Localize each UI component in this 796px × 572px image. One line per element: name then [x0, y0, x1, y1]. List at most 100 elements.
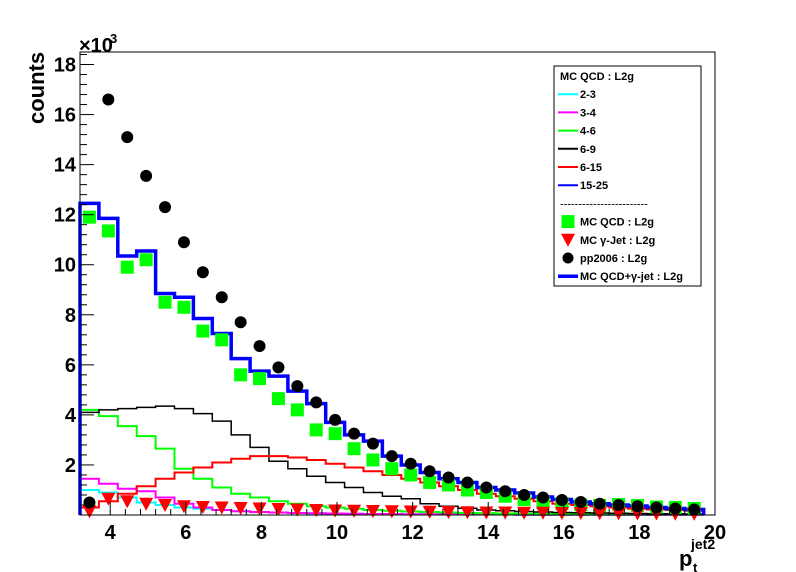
- data-point-triangle: [195, 500, 210, 514]
- data-point-triangle: [120, 495, 135, 509]
- y-tick-label: 12: [54, 205, 76, 227]
- x-tick-label: 14: [477, 522, 500, 544]
- data-point-triangle: [271, 502, 286, 516]
- data-point-triangle: [441, 505, 456, 519]
- data-point-triangle: [158, 498, 173, 512]
- y-tick-label: 16: [54, 105, 76, 127]
- data-point-square: [120, 260, 134, 274]
- y-tick-label: 8: [65, 305, 76, 327]
- data-point-circle: [234, 316, 247, 329]
- legend-label: pp2006 : L2g: [580, 253, 647, 265]
- data-point-square: [139, 253, 153, 267]
- data-point-square: [196, 324, 210, 338]
- data-point-circle: [177, 236, 190, 249]
- legend: MC QCD : L2g 2-3 3-4 4-6 6-9 6-15 15-25 -------…: [553, 65, 702, 287]
- legend-entries: MC QCD : L2g 2-3 3-4 4-6 6-9 6-15 15-25 -------…: [558, 71, 683, 283]
- data-point-triangle: [214, 501, 229, 515]
- data-point-triangle: [517, 506, 532, 520]
- data-point-circle: [593, 497, 606, 510]
- series-4-6-hist: [79, 408, 705, 516]
- data-point-circle: [140, 169, 153, 182]
- data-point-triangle: [139, 497, 154, 511]
- legend-entry-mc-qcd-jet-l2g: MC QCD+γ-jet : L2g: [558, 271, 683, 283]
- axis-layer: 4 6 8 10 12 14 16 18 20 2 4 6 8 10 12 14 16 18: [54, 54, 726, 544]
- data-point-circle: [669, 502, 682, 515]
- data-point-square: [366, 453, 380, 467]
- legend-label: 6-9: [580, 144, 596, 156]
- data-point-circle: [612, 498, 625, 511]
- legend-title: MC QCD : L2g: [560, 71, 634, 83]
- data-point-triangle: [498, 506, 513, 520]
- y-axis-label: counts: [24, 52, 49, 124]
- legend-label: MC QCD : L2g: [580, 217, 654, 229]
- legend-triangle-marker: [561, 233, 575, 247]
- data-point-square: [215, 333, 229, 347]
- data-point-circle: [385, 450, 398, 463]
- legend-label: 4-6: [580, 126, 596, 138]
- y-tick-label: 10: [54, 255, 76, 277]
- data-point-circle: [83, 496, 96, 509]
- x-axis-label: p: [679, 546, 692, 571]
- data-point-triangle: [328, 504, 343, 518]
- data-point-square: [271, 392, 285, 406]
- data-point-circle: [574, 495, 587, 508]
- data-point-circle: [537, 491, 550, 504]
- data-point-circle: [102, 93, 115, 106]
- legend-square-marker: [561, 215, 575, 229]
- x-tick-label: 20: [704, 522, 726, 544]
- data-point-circle: [499, 485, 512, 498]
- legend-entry-4-6: 4-6: [558, 126, 596, 138]
- data-point-triangle: [347, 504, 362, 518]
- legend-entry-mc-jet-l2g: MC γ-Jet : L2g: [561, 233, 655, 247]
- x-tick-label: 12: [401, 522, 423, 544]
- y-multiplier-exponent: 3: [110, 31, 117, 46]
- data-point-square: [404, 468, 418, 482]
- y-multiplier: ×10: [79, 35, 113, 57]
- legend-entry-15-25: 15-25: [558, 180, 608, 192]
- data-point-triangle: [252, 502, 267, 516]
- data-point-circle: [291, 380, 304, 393]
- data-point-triangle: [101, 492, 116, 506]
- legend-entry-pp2006-l2g: pp2006 : L2g: [562, 252, 647, 265]
- data-point-circle: [423, 465, 436, 478]
- data-point-circle: [650, 501, 663, 514]
- data-point-triangle: [176, 500, 191, 514]
- data-point-circle: [442, 471, 455, 484]
- data-point-triangle: [290, 503, 305, 517]
- data-point-square: [347, 442, 361, 456]
- data-point-circle: [480, 481, 493, 494]
- y-tick-label: 2: [65, 455, 76, 477]
- legend-separator: ------------------------: [560, 198, 648, 210]
- x-tick-label: 6: [180, 522, 191, 544]
- legend-label: 6-15: [580, 162, 602, 174]
- legend-label: 2-3: [580, 89, 596, 101]
- data-point-circle: [310, 396, 323, 409]
- legend-entry-mc-qcd-l2g: MC QCD : L2g: [561, 215, 654, 229]
- data-point-square: [385, 462, 399, 476]
- data-point-triangle: [365, 504, 380, 518]
- legend-entry-3-4: 3-4: [558, 107, 597, 119]
- data-point-square: [234, 368, 248, 382]
- y-tick-label: 6: [65, 355, 76, 377]
- data-point-circle: [329, 413, 342, 426]
- series-6-9-hist: [79, 405, 705, 515]
- data-point-circle: [272, 361, 285, 374]
- data-point-triangle: [384, 505, 399, 519]
- data-point-circle: [555, 493, 568, 506]
- legend-label: 15-25: [580, 180, 608, 192]
- data-point-triangle: [403, 505, 418, 519]
- data-point-circle: [631, 500, 644, 513]
- legend-box: [553, 65, 702, 287]
- data-point-triangle: [611, 507, 626, 521]
- data-point-triangle: [554, 506, 569, 520]
- data-point-circle: [215, 291, 228, 304]
- legend-circle-marker: [562, 252, 574, 264]
- data-point-triangle: [573, 506, 588, 520]
- legend-label: MC QCD+γ-jet : L2g: [580, 271, 683, 283]
- data-point-triangle: [82, 505, 97, 519]
- data-point-triangle: [460, 506, 475, 520]
- data-point-square: [328, 427, 342, 441]
- series-pp2006-l2g: [83, 93, 701, 516]
- data-point-circle: [121, 131, 134, 144]
- data-point-circle: [688, 503, 701, 516]
